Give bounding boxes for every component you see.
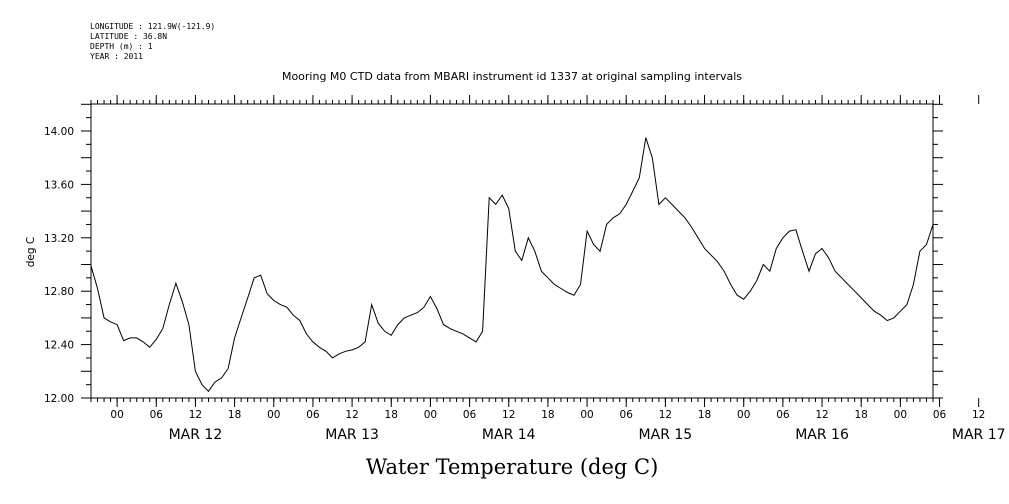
longitude-label: LONGITUDE : 121.9W(-121.9) <box>90 22 216 31</box>
x-tick-label: 12 <box>659 409 672 421</box>
x-tick-label: 06 <box>776 409 790 421</box>
x-tick-label: 00 <box>737 409 750 421</box>
x-tick-label: 12 <box>815 409 828 421</box>
axis-ticks <box>81 95 980 407</box>
day-label: MAR 15 <box>639 427 693 443</box>
depth-label: DEPTH (m) : 1 <box>90 42 153 51</box>
x-tick-label: 06 <box>933 409 947 421</box>
y-tick-label: 12.80 <box>44 286 74 298</box>
water-temperature-line <box>90 137 934 393</box>
y-tick-label: 13.60 <box>44 179 74 191</box>
y-axis-label: deg C <box>25 237 37 267</box>
x-tick-label: 18 <box>385 409 398 421</box>
x-tick-label: 06 <box>620 409 634 421</box>
x-tick-label: 06 <box>150 409 164 421</box>
x-tick-label: 06 <box>306 409 320 421</box>
station-metadata: LONGITUDE : 121.9W(-121.9) LATITUDE : 36… <box>90 22 215 62</box>
chart-title: Mooring M0 CTD data from MBARI instrumen… <box>282 70 742 83</box>
x-tick-label: 18 <box>855 409 868 421</box>
x-tick-label: 00 <box>424 409 437 421</box>
x-tick-label: 12 <box>345 409 358 421</box>
day-label: MAR 17 <box>952 427 1006 443</box>
x-tick-label: 00 <box>580 409 593 421</box>
x-tick-label: 18 <box>541 409 554 421</box>
axis-labels: 00 06 12 18 00 06 12 18 00 06 12 18 00 06 12 18 00 06 12 18… <box>44 126 1006 443</box>
y-tick-label: 12.00 <box>44 393 74 405</box>
y-tick-label: 13.20 <box>44 233 74 245</box>
day-label: MAR 12 <box>169 427 223 443</box>
day-label: MAR 16 <box>795 427 849 443</box>
x-tick-label: 12 <box>972 409 985 421</box>
y-tick-label: 14.00 <box>44 126 74 138</box>
x-tick-label: 12 <box>502 409 515 421</box>
latitude-label: LATITUDE : 36.8N <box>90 32 168 41</box>
x-tick-label: 18 <box>698 409 711 421</box>
y-tick-label: 12.40 <box>44 340 74 352</box>
x-tick-label: 00 <box>267 409 280 421</box>
day-label: MAR 14 <box>482 427 536 443</box>
x-axis-title: Water Temperature (deg C) <box>366 455 659 479</box>
year-label: YEAR : 2011 <box>90 52 143 61</box>
x-tick-label: 00 <box>894 409 907 421</box>
plot-frame <box>90 103 934 399</box>
x-tick-label: 18 <box>228 409 241 421</box>
x-tick-label: 12 <box>189 409 202 421</box>
day-label: MAR 13 <box>325 427 379 443</box>
x-tick-label: 06 <box>463 409 477 421</box>
x-tick-label: 00 <box>110 409 123 421</box>
